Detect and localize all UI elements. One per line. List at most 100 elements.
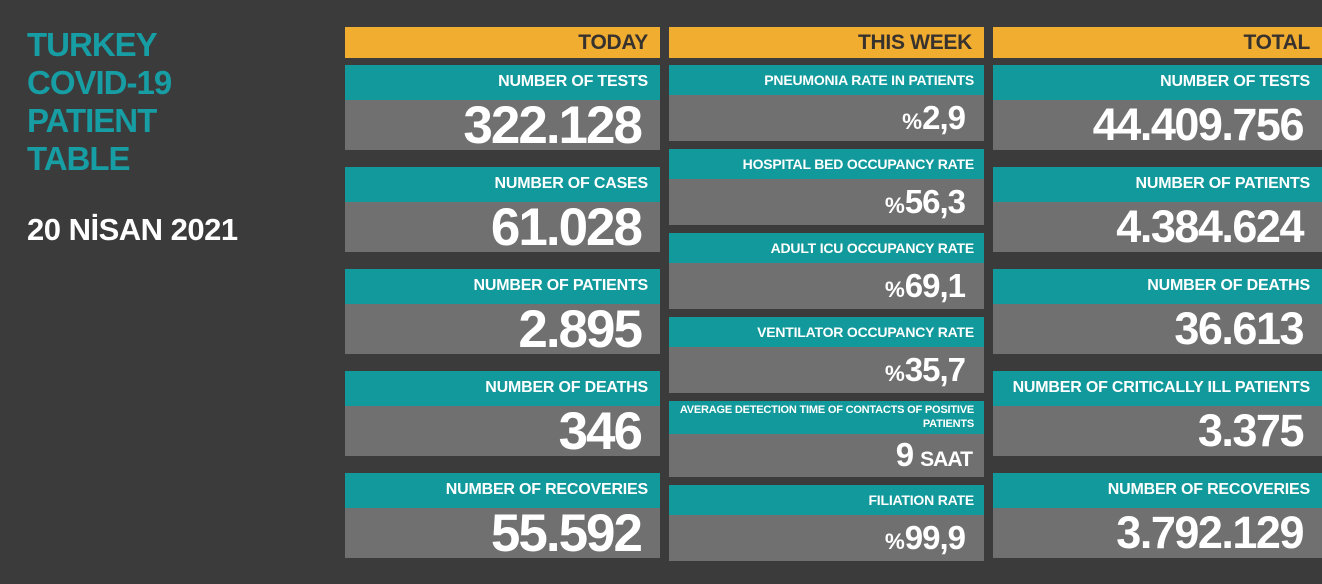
stat-box: NUMBER OF TESTS 322.128 [345,65,660,150]
stat-value-area: %56,3 [669,179,984,225]
stat-number: 322.128 [463,100,643,150]
stat-value: %99,9 [885,519,972,557]
stat-value: 322.128 [462,100,648,150]
stat-value: %35,7 [885,351,972,389]
stat-number: 3.792.129 [1116,508,1304,558]
stat-value-area: %99,9 [669,515,984,561]
value-suffix: SAAT [920,448,973,472]
stat-value: 3.375 [1197,406,1310,456]
stat-number: 346 [558,406,643,456]
page-title-line: COVID-19 [27,64,172,101]
stat-label: NUMBER OF DEATHS [345,371,660,406]
stat-label: VENTILATOR OCCUPANCY RATE [669,317,984,347]
stat-number: 36.613 [1174,304,1304,354]
stat-value-area: 36.613 [993,304,1322,354]
stat-value-area: %2,9 [669,95,984,141]
stat-value: 55.592 [490,508,648,558]
stat-box: NUMBER OF RECOVERIES 55.592 [345,473,660,558]
stat-box: NUMBER OF PATIENTS 2.895 [345,269,660,354]
page-title-line: TURKEY [27,26,158,63]
stat-number: 44.409.756 [1092,100,1305,150]
stat-number: 99,9 [904,519,966,556]
column-today: TODAY NUMBER OF TESTS 322.128 NUMBER OF … [345,27,660,558]
stat-value-area: %69,1 [669,263,984,309]
percent-prefix: % [884,277,905,302]
ministry-of-health-emblem-icon [0,290,250,584]
stat-value: 44.409.756 [1092,100,1310,150]
stat-value: %2,9 [902,99,972,137]
stat-label: NUMBER OF PATIENTS [345,269,660,304]
stat-label: NUMBER OF CASES [345,167,660,202]
stat-value-area: 55.592 [345,508,660,558]
stat-box: VENTILATOR OCCUPANCY RATE %35,7 [669,317,984,393]
stat-value: 36.613 [1173,304,1310,354]
percent-prefix: % [884,529,905,554]
stat-label: NUMBER OF RECOVERIES [993,473,1322,508]
percent-prefix: % [902,109,922,134]
stat-label: NUMBER OF PATIENTS [993,167,1322,202]
stat-number: 56,3 [904,183,966,220]
stat-label: AVERAGE DETECTION TIME OF CONTACTS OF PO… [669,401,984,434]
stat-number: 61.028 [490,202,643,252]
stat-value: %69,1 [885,267,972,305]
stat-value: 3.792.129 [1115,508,1310,558]
column-header: THIS WEEK [669,27,984,58]
stat-value: 2.895 [517,304,648,354]
page-title-line: PATIENT [27,102,157,139]
stat-label: NUMBER OF TESTS [993,65,1322,100]
stat-box: PNEUMONIA RATE IN PATIENTS %2,9 [669,65,984,141]
column-header: TOTAL [993,27,1322,58]
stat-label: NUMBER OF DEATHS [993,269,1322,304]
stat-value-area: 2.895 [345,304,660,354]
report-date: 20 NİSAN 2021 [27,212,238,247]
stat-value: 9 SAAT [895,436,973,474]
stat-value-area: 61.028 [345,202,660,252]
stat-value-area: 3.792.129 [993,508,1322,558]
stat-box: ADULT ICU OCCUPANCY RATE %69,1 [669,233,984,309]
stat-label: ADULT ICU OCCUPANCY RATE [669,233,984,263]
stat-box: AVERAGE DETECTION TIME OF CONTACTS OF PO… [669,401,984,477]
stat-number: 35,7 [904,351,966,388]
stat-value-area: 322.128 [345,100,660,150]
stat-label: NUMBER OF RECOVERIES [345,473,660,508]
column-header: TODAY [345,27,660,58]
stat-label: NUMBER OF CRITICALLY ILL PATIENTS [993,371,1322,406]
stat-box: NUMBER OF PATIENTS 4.384.624 [993,167,1322,252]
stat-number: 3.375 [1197,406,1305,456]
stat-box: NUMBER OF TESTS 44.409.756 [993,65,1322,150]
stat-label: NUMBER OF TESTS [345,65,660,100]
stat-value: 61.028 [490,202,648,252]
stat-value: 4.384.624 [1115,202,1310,252]
stat-number: 2.895 [518,304,643,354]
stat-box: FILIATION RATE %99,9 [669,485,984,561]
stat-box: NUMBER OF RECOVERIES 3.792.129 [993,473,1322,558]
stat-number: 4.384.624 [1116,202,1304,252]
stat-value-area: 9 SAAT [669,433,984,477]
stat-value-area: 4.384.624 [993,202,1322,252]
percent-prefix: % [884,193,905,218]
stat-box: NUMBER OF DEATHS 346 [345,371,660,456]
page-title-line: TABLE [27,140,131,177]
column-total: TOTAL NUMBER OF TESTS 44.409.756 NUMBER … [993,27,1322,558]
stat-value-area: 346 [345,406,660,456]
page-title: TURKEY COVID-19 PATIENT TABLE [27,26,172,178]
stat-value-area: 44.409.756 [993,100,1322,150]
column-this-week: THIS WEEK PNEUMONIA RATE IN PATIENTS %2,… [669,27,984,561]
stat-number: 2,9 [922,99,966,136]
stat-label: HOSPITAL BED OCCUPANCY RATE [669,149,984,179]
stat-value-area: %35,7 [669,347,984,393]
stat-value: 346 [558,406,648,456]
stat-value: %56,3 [885,183,972,221]
stat-box: NUMBER OF CASES 61.028 [345,167,660,252]
stat-number: 9 [895,436,914,474]
stat-box: NUMBER OF DEATHS 36.613 [993,269,1322,354]
stat-box: NUMBER OF CRITICALLY ILL PATIENTS 3.375 [993,371,1322,456]
stat-label: PNEUMONIA RATE IN PATIENTS [669,65,984,95]
stat-number: 55.592 [490,508,643,558]
stat-label: FILIATION RATE [669,485,984,515]
stat-number: 69,1 [904,267,966,304]
percent-prefix: % [884,361,905,386]
stat-box: HOSPITAL BED OCCUPANCY RATE %56,3 [669,149,984,225]
stat-value-area: 3.375 [993,406,1322,456]
